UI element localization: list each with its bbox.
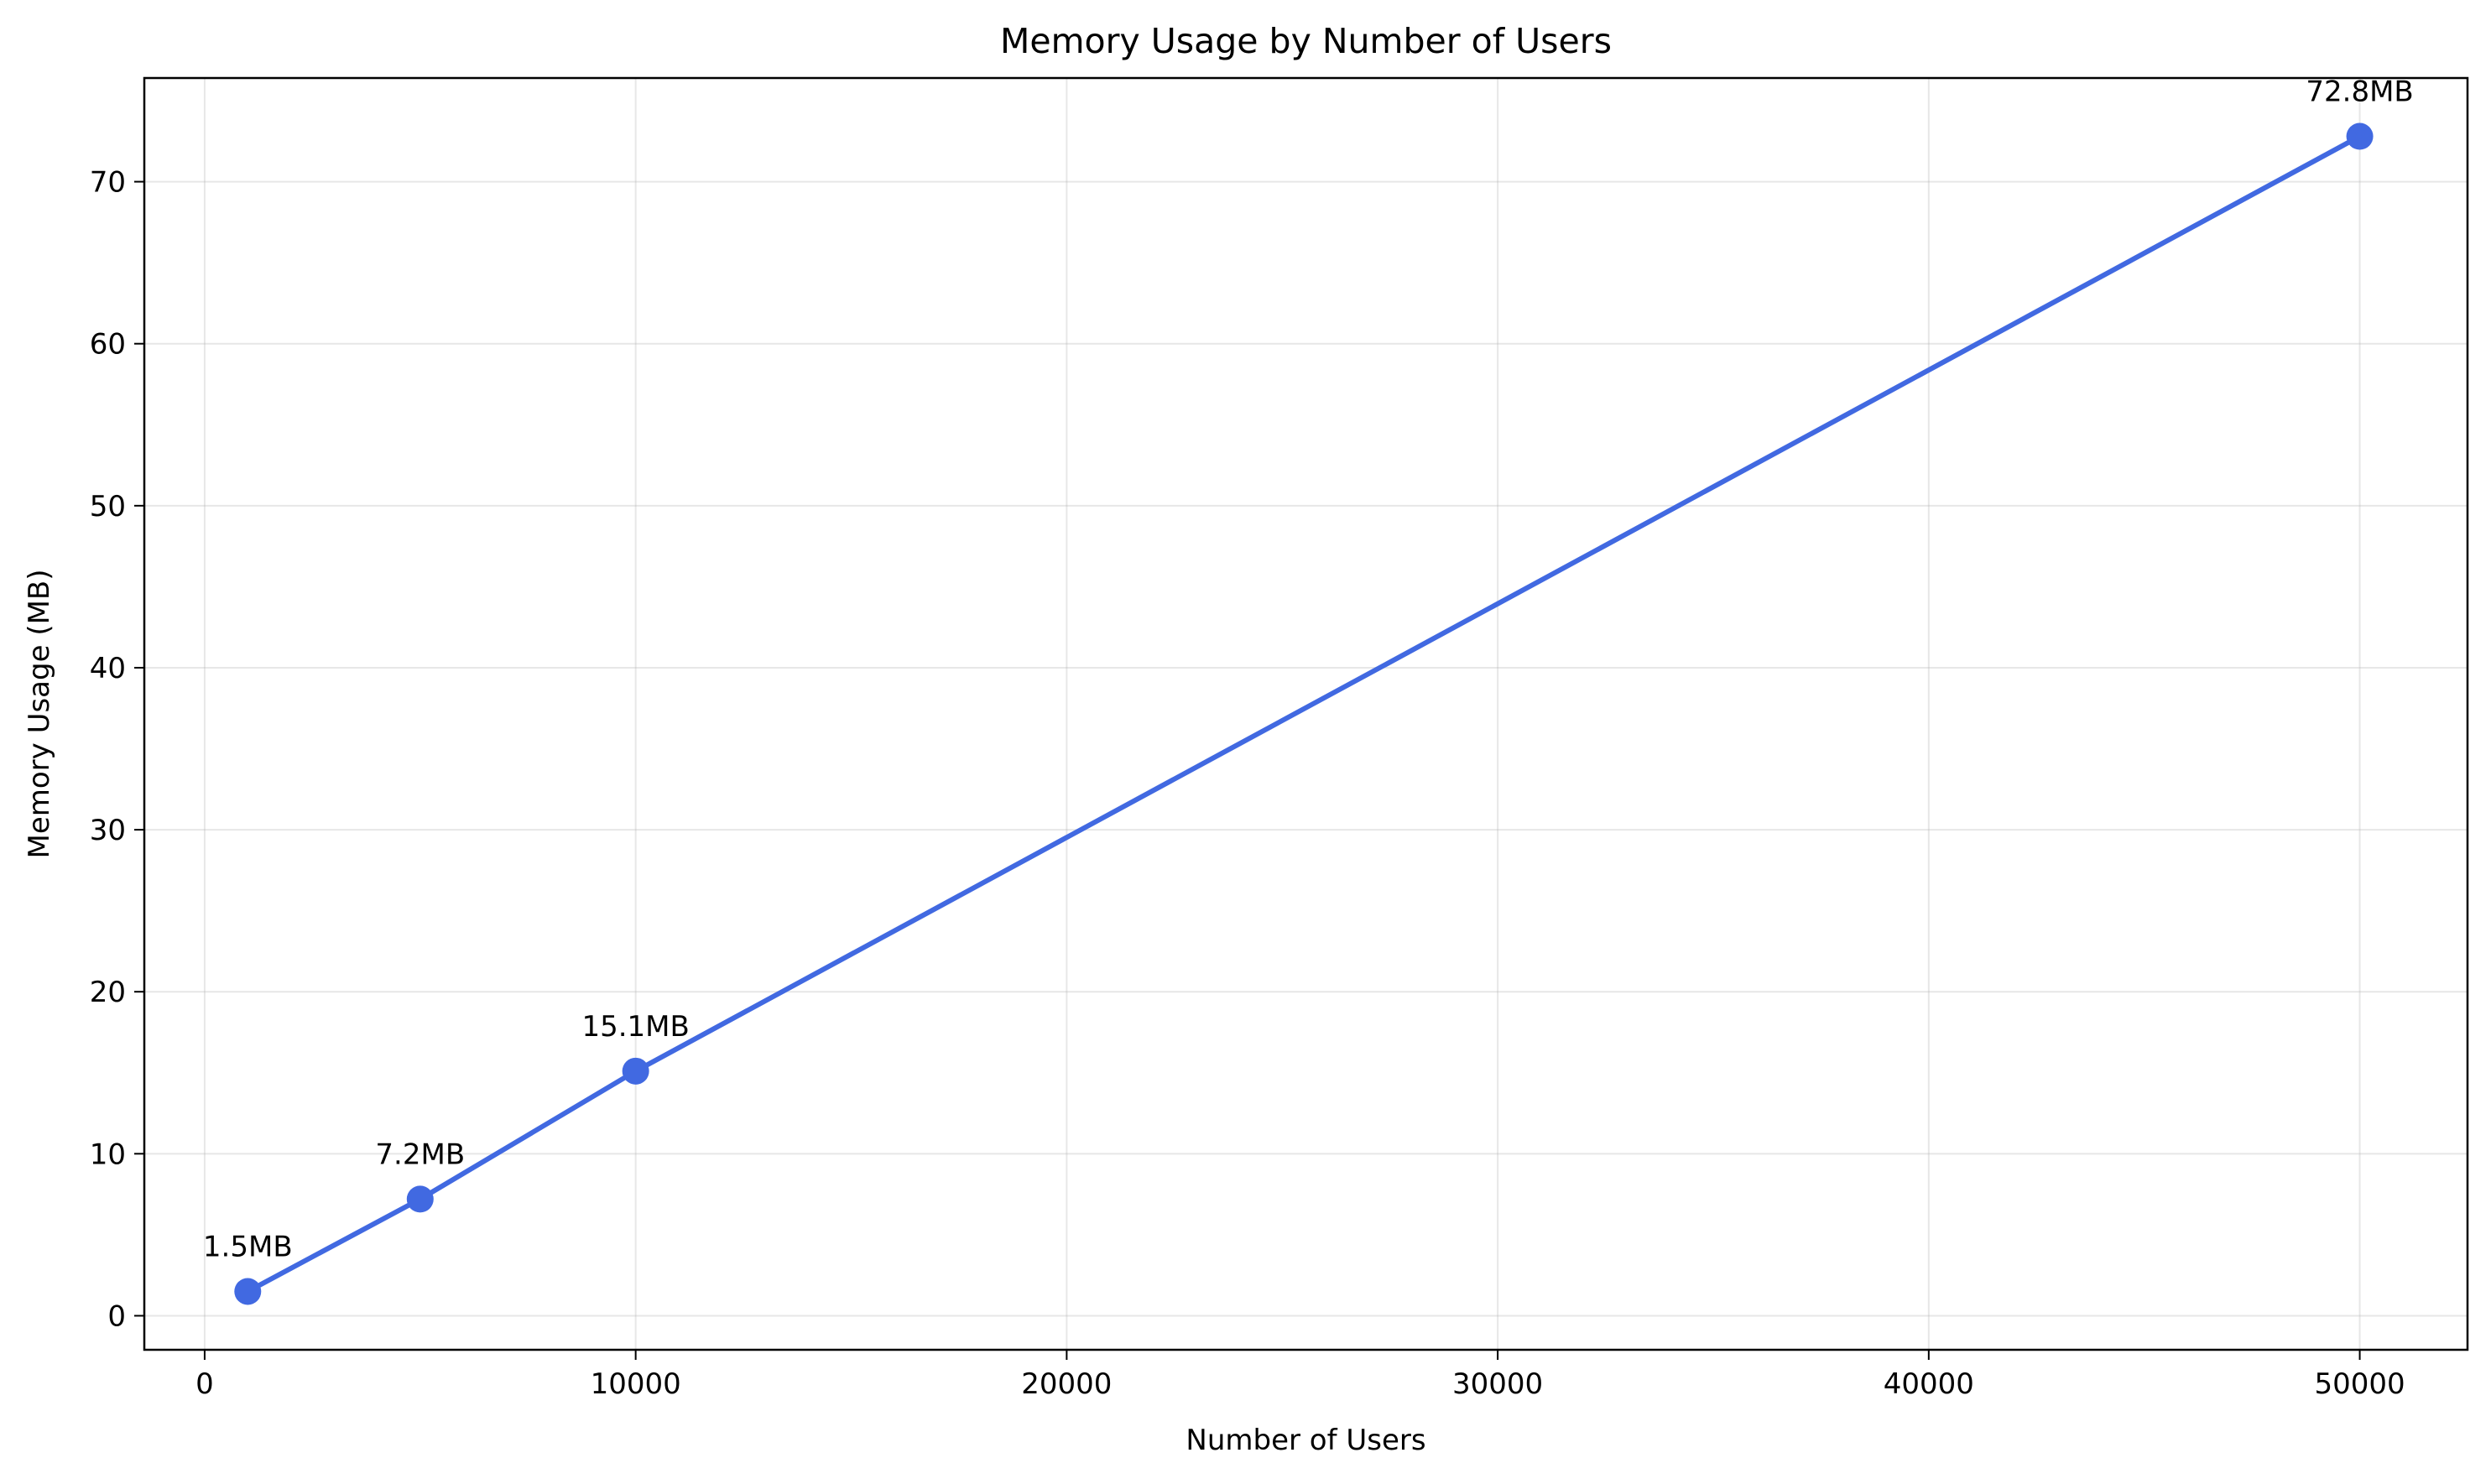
x-axis-ticks: 0 10000 20000 30000 40000 50000 [195, 1350, 2405, 1401]
y-tick-label: 40 [90, 652, 126, 685]
y-tick-label: 20 [90, 976, 126, 1009]
x-axis-label: Number of Users [1186, 1424, 1425, 1457]
point-label: 7.2MB [375, 1138, 465, 1171]
y-tick-label: 50 [90, 490, 126, 523]
y-tick-label: 60 [90, 328, 126, 362]
data-point [622, 1057, 649, 1085]
point-label: 72.8MB [2306, 76, 2413, 109]
y-tick-label: 0 [107, 1299, 126, 1333]
y-tick-label: 10 [90, 1138, 126, 1171]
x-tick-label: 30000 [1452, 1367, 1543, 1401]
point-label: 1.5MB [203, 1230, 293, 1263]
data-point [2346, 122, 2374, 150]
data-labels: 1.5MB 7.2MB 15.1MB 72.8MB [203, 76, 2414, 1264]
chart-title: Memory Usage by Number of Users [1000, 21, 1612, 61]
x-tick-label: 20000 [1021, 1367, 1112, 1401]
plot-frame [143, 76, 2469, 1351]
y-axis-label: Memory Usage (MB) [23, 569, 56, 858]
series-line [245, 133, 2363, 1294]
y-tick-label: 70 [90, 166, 126, 200]
y-tick-label: 30 [90, 814, 126, 847]
series-layer [234, 122, 2374, 1305]
x-tick-label: 40000 [1884, 1367, 1974, 1401]
x-tick-label: 0 [195, 1367, 214, 1401]
x-tick-label: 10000 [591, 1367, 681, 1401]
data-point [234, 1278, 262, 1305]
x-tick-label: 50000 [2314, 1367, 2405, 1401]
data-point [406, 1185, 434, 1213]
y-axis-ticks: 0 10 20 30 40 50 60 70 [90, 166, 144, 1333]
point-label: 15.1MB [581, 1010, 689, 1044]
grid-lines [144, 78, 2468, 1350]
